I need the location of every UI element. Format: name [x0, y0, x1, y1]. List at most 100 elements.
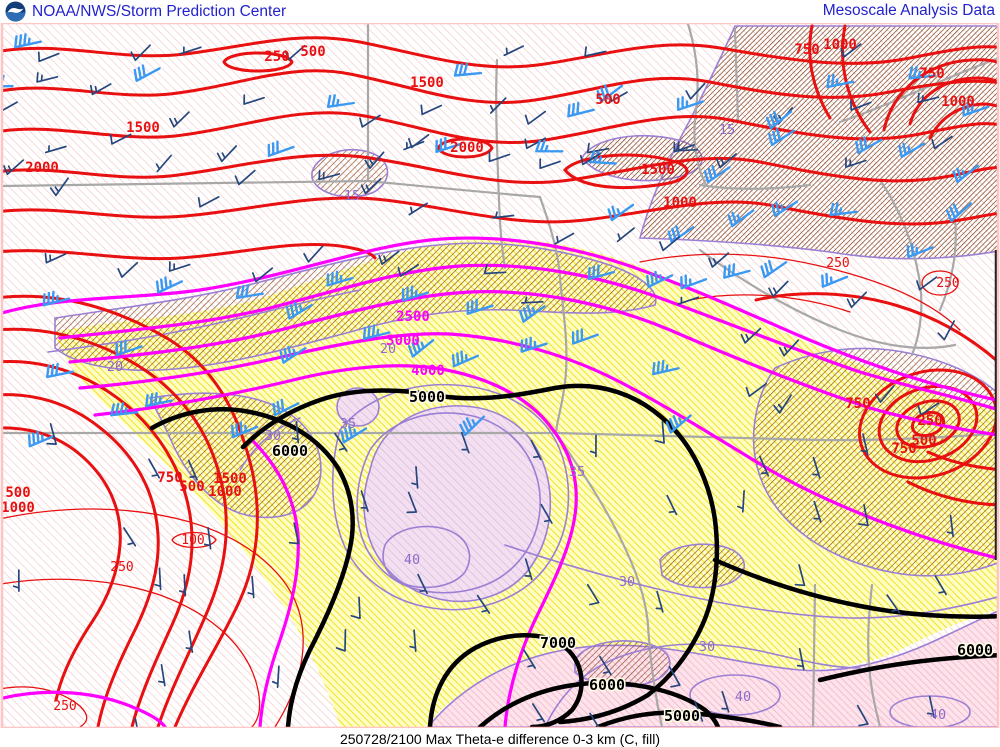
- wind-barb-icon: [850, 100, 872, 111]
- wind-barb-icon: [535, 139, 564, 153]
- wind-barb-icon: [745, 382, 767, 398]
- wind-barb-icon: [109, 133, 132, 145]
- wind-barb-icon: [36, 72, 59, 83]
- noaa-logo-icon: [5, 1, 26, 22]
- header-right-title: Mesoscale Analysis Data: [822, 2, 995, 19]
- wind-barb-icon: [334, 432, 348, 452]
- contour-label: 750: [794, 42, 819, 58]
- wind-barb-icon: [272, 398, 300, 417]
- wind-barb-icon: [937, 320, 956, 341]
- wind-barb-icon: [168, 261, 191, 272]
- wind-barb-icon: [524, 110, 547, 125]
- wind-barb-icon: [523, 649, 536, 669]
- wind-barb-icon: [586, 583, 600, 606]
- wind-barb-icon: [931, 135, 953, 150]
- contour-label: 3000: [386, 333, 420, 349]
- wind-barb-icon: [607, 91, 628, 104]
- fill-lavender-circle: [336, 387, 380, 427]
- wind-barb-icon: [874, 385, 895, 403]
- wind-barb-icon: [14, 33, 42, 49]
- wind-barb-icon: [378, 250, 400, 266]
- wind-barb-icon: [962, 100, 990, 117]
- contour-label: 250: [110, 560, 133, 575]
- wind-barb-icon: [666, 494, 678, 516]
- header-left-title: NOAA/NWS/Storm Prediction Center: [32, 2, 287, 20]
- wind-barbs: [2, 33, 990, 728]
- wind-barb-icon: [680, 274, 708, 290]
- contour-label: 750: [891, 441, 916, 457]
- contour-label: 1000: [941, 94, 975, 110]
- wind-barb-icon: [460, 431, 470, 454]
- wind-barb-icon: [459, 415, 485, 437]
- wind-barb-icon: [243, 94, 265, 105]
- wind-barb-icon: [773, 394, 792, 414]
- contour-label: 7000: [540, 634, 576, 652]
- wind-barb-icon: [813, 500, 822, 523]
- wind-barb-icon: [916, 276, 938, 291]
- contour-label: 1500: [410, 75, 444, 91]
- contour-label: 40: [930, 707, 946, 723]
- wind-barb-icon: [350, 596, 361, 620]
- contour-label: 100: [181, 533, 204, 548]
- wind-barb-icon: [187, 459, 198, 481]
- contour-label: 500: [911, 433, 936, 449]
- wind-barb-icon: [768, 127, 796, 147]
- wind-barb-icon: [607, 203, 635, 222]
- wind-barb-icon: [279, 345, 307, 364]
- wind-barb-icon: [531, 703, 546, 723]
- wind-barb-icon: [703, 165, 731, 184]
- contour-label: 2000: [450, 140, 484, 156]
- wind-barb-icon: [364, 151, 385, 170]
- page-bottom-edge: [0, 747, 1000, 750]
- contour-label: 35: [569, 464, 585, 480]
- wind-barb-icon: [46, 423, 57, 445]
- wind-barb-icon: [737, 490, 745, 513]
- wind-barb-icon: [409, 629, 417, 653]
- wind-barb-icon: [335, 629, 347, 652]
- wind-barb-icon: [155, 154, 172, 173]
- wind-barb-icon: [284, 44, 306, 61]
- wind-barb-icon: [326, 94, 355, 108]
- wind-barb-icon: [829, 202, 858, 217]
- wind-barb-icon: [860, 433, 869, 456]
- wind-barb-icon: [89, 83, 112, 96]
- wind-barb-icon: [286, 301, 313, 320]
- wind-barb-icon: [2, 101, 18, 112]
- wind-barb-icon: [539, 158, 561, 170]
- contour-label: 20: [107, 359, 123, 375]
- wind-barb-icon: [27, 430, 55, 448]
- wind-barb-icon: [934, 575, 947, 596]
- contour-label: 40: [404, 552, 420, 568]
- contour-label: 4000: [411, 363, 445, 379]
- contour-label: 30: [619, 574, 635, 590]
- wind-barb-icon: [453, 62, 483, 77]
- wind-barb-icon: [917, 402, 940, 416]
- contour-label: 1000: [208, 484, 242, 500]
- contour-label: 6000: [957, 641, 993, 659]
- contour-label: 2500: [396, 309, 430, 325]
- wind-barb-icon: [519, 304, 546, 323]
- wind-barb-icon: [652, 359, 680, 376]
- wind-barb-icon: [178, 573, 187, 597]
- magenta-contours: [2, 236, 998, 728]
- wind-barb-icon: [599, 655, 612, 676]
- contour-label: 15: [344, 188, 360, 204]
- wind-barb-icon: [203, 527, 212, 550]
- wind-barb-icon: [655, 590, 664, 613]
- wind-barb-icon: [886, 594, 901, 614]
- wind-barb-icon: [110, 402, 139, 417]
- wind-barb-icon: [771, 200, 799, 217]
- wind-barb-icon: [123, 527, 137, 547]
- wind-barb-icon: [677, 296, 700, 305]
- contour-label: 2000: [25, 160, 59, 176]
- wind-barb-icon: [49, 177, 69, 197]
- wind-barb-icon: [796, 647, 805, 671]
- wind-barb-icon: [134, 717, 139, 728]
- wind-barb-icon: [540, 503, 553, 524]
- wind-barb-icon: [401, 285, 429, 302]
- wind-barb-icon: [760, 260, 788, 279]
- wind-barb-icon: [169, 111, 190, 128]
- wind-barb-icon: [945, 202, 972, 222]
- contour-label: 1000: [663, 195, 697, 211]
